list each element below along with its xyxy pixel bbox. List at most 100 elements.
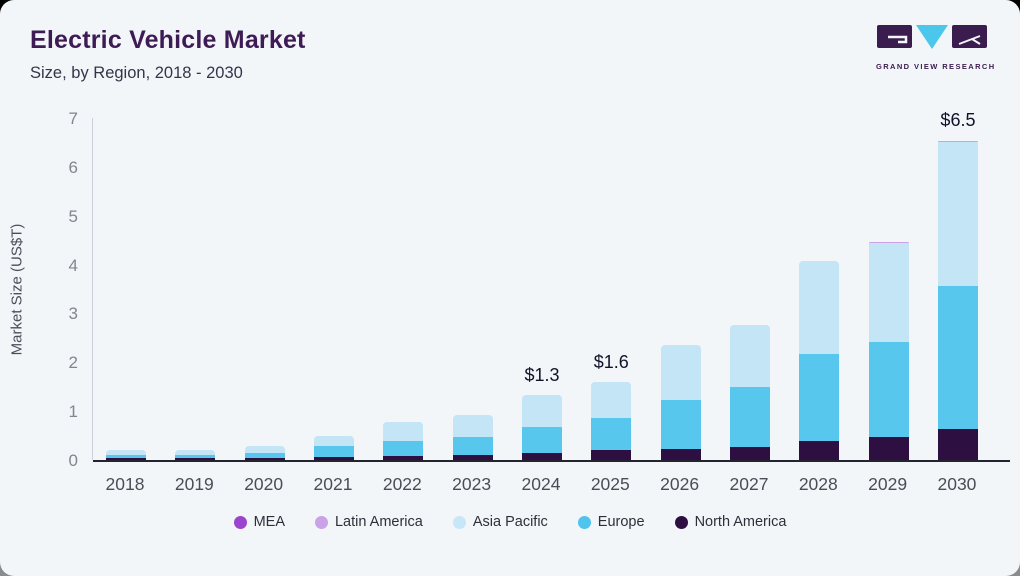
bar-segment-europe: [799, 353, 840, 442]
bar-segment-europe: [244, 453, 285, 458]
data-label-2025: $1.6: [593, 352, 629, 373]
bar-segment-asia-pacific: [175, 450, 216, 456]
plot-area: $1.3 $1.6 $6.5: [91, 110, 1010, 462]
stacked-bar-2023: [452, 414, 493, 460]
legend-dot: [314, 515, 328, 529]
legend-item-mea: MEA: [233, 514, 285, 530]
bar-segment-europe: [106, 455, 146, 459]
bar-segment-asia-pacific: [452, 414, 493, 437]
page-subtitle: Size, by Region, 2018 - 2030: [30, 64, 243, 82]
bar-slot-2027: [715, 118, 785, 460]
x-tick-label-2029: 2029: [868, 474, 908, 494]
bar-segment-asia-pacific: [660, 345, 701, 400]
x-tick-label-2030: 2030: [937, 474, 977, 494]
gvr-logo-mark: [877, 25, 987, 49]
bar-segment-north-america: [244, 457, 285, 460]
bar-segment-asia-pacific: [521, 395, 562, 428]
bar-segment-europe: [175, 455, 216, 459]
bar-segment-europe: [937, 285, 978, 430]
bar-slot-2018: [91, 118, 161, 460]
bar-segment-europe: [660, 399, 701, 449]
bar-segment-north-america: [868, 437, 909, 460]
stacked-bar-2021: [313, 435, 354, 460]
legend-dot: [674, 515, 688, 529]
data-label-2030: $6.5: [940, 110, 976, 131]
bar-segment-north-america: [452, 454, 493, 460]
y-tick-label: 3: [68, 304, 78, 324]
bar-slot-2026: [646, 118, 716, 460]
y-tick-label: 5: [68, 206, 78, 226]
y-tick-label: 1: [68, 402, 78, 422]
bar-segment-europe: [868, 341, 909, 438]
bar-segment-north-america: [521, 453, 562, 460]
y-tick-label: 0: [68, 451, 78, 470]
bar-slot-2028: [784, 118, 854, 460]
bar-slot-2023: [438, 118, 508, 460]
bar-segment-latin-america: [868, 241, 909, 244]
bar-segment-europe: [383, 441, 424, 456]
x-axis-line: [93, 460, 1010, 462]
bar-slot-2029: [854, 118, 924, 460]
x-tick-label-2019: 2019: [174, 474, 214, 494]
legend-item-asia-pacific: Asia Pacific: [452, 514, 548, 530]
y-tick-label: 7: [68, 109, 78, 128]
page-title: Electric Vehicle Market: [30, 26, 306, 54]
x-tick-label-2020: 2020: [244, 474, 284, 494]
bar-segment-north-america: [313, 456, 354, 460]
gvr-logo: GRAND VIEW RESEARCH: [876, 24, 994, 71]
bar-segment-latin-america: [937, 140, 978, 143]
legend-label: MEA: [253, 514, 285, 530]
y-tick-label: 6: [68, 157, 78, 177]
legend-dot: [577, 515, 591, 529]
bar-segment-north-america: [660, 448, 701, 460]
bar-segment-north-america: [729, 446, 770, 460]
legend-dot: [233, 515, 247, 529]
bar-slot-2020: [230, 118, 300, 460]
bar-segment-asia-pacific: [868, 243, 909, 342]
stacked-bar-2024: [521, 395, 562, 460]
y-tick-label: 2: [68, 353, 78, 373]
stacked-bar-2022: [383, 421, 424, 460]
legend-item-latin-america: Latin America: [314, 514, 423, 530]
bar-slot-2024: $1.3: [507, 118, 577, 460]
x-tick-label-2024: 2024: [521, 474, 561, 494]
y-tick-label: 4: [68, 255, 78, 275]
stacked-bar-2028: [799, 261, 840, 460]
x-tick-label-2022: 2022: [382, 474, 422, 494]
bar-segment-north-america: [175, 458, 216, 460]
legend-label: Europe: [597, 514, 645, 530]
x-tick-label-2028: 2028: [798, 474, 838, 494]
bar-slot-2030: $6.5: [923, 110, 993, 460]
legend-label: Latin America: [334, 514, 423, 530]
x-tick-label-2023: 2023: [452, 474, 492, 494]
stacked-bar-2027: [729, 325, 770, 460]
legend: MEA Latin America Asia Pacific Europe North …: [0, 514, 1020, 530]
bar-segment-asia-pacific: [729, 325, 770, 388]
bar-slot-2019: [160, 118, 230, 460]
bar-segment-north-america: [383, 455, 424, 460]
stacked-bar-2029: [868, 241, 909, 460]
legend-dot: [452, 515, 466, 529]
bar-segment-asia-pacific: [591, 382, 632, 419]
legend-label: North America: [694, 514, 787, 530]
bar-segment-europe: [591, 418, 632, 451]
bar-segment-north-america: [937, 429, 978, 460]
bar-segment-north-america: [591, 450, 632, 460]
bar-segment-asia-pacific: [106, 450, 146, 456]
stacked-bar-2019: [175, 450, 216, 460]
stacked-bar-2030: [937, 140, 978, 460]
bar-segment-asia-pacific: [244, 446, 285, 454]
stacked-bar-2025: [591, 382, 632, 460]
legend-item-north-america: North America: [674, 514, 787, 530]
bar-segment-asia-pacific: [937, 142, 978, 286]
stacked-bar-2018: [106, 450, 146, 460]
x-tick-label-2021: 2021: [313, 474, 353, 494]
bar-segment-north-america: [799, 441, 840, 460]
bar-slot-2022: [368, 118, 438, 460]
bar-segment-asia-pacific: [799, 261, 840, 354]
legend-item-europe: Europe: [577, 514, 645, 530]
x-tick-label-2027: 2027: [729, 474, 769, 494]
bar-segment-asia-pacific: [313, 435, 354, 446]
legend-label: Asia Pacific: [472, 514, 548, 530]
